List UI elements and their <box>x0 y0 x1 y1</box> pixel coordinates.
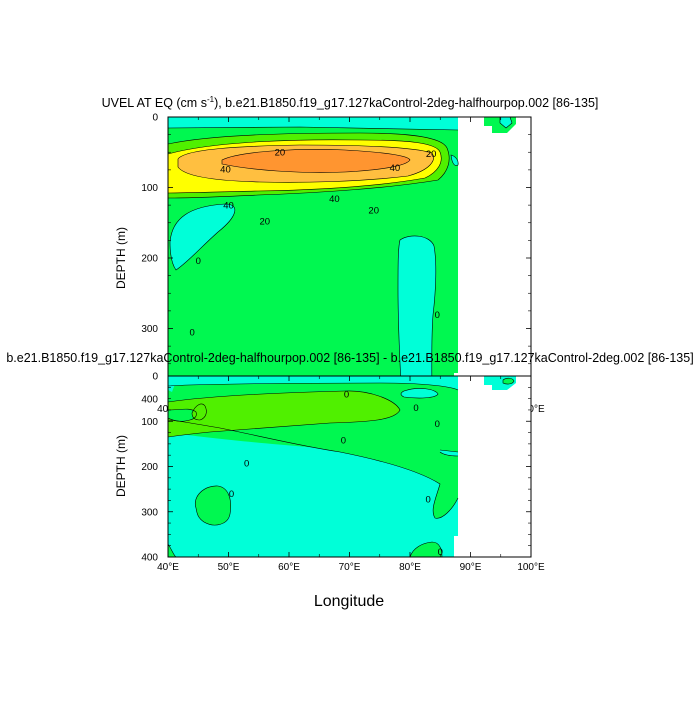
panel2-contour-labels: 0 0 0 0 0 0 0 0 <box>229 390 443 558</box>
panel1-contour-label: 20 <box>260 217 271 228</box>
panel2-contour-lines <box>168 377 515 557</box>
panel1-contour-label: 0 <box>190 327 195 338</box>
panel1-contour-labels: 20 20 40 40 40 40 20 20 0 0 0 <box>190 148 440 339</box>
panel1-y-tick-label: 400 <box>141 395 158 406</box>
panel2-x-tick-label: 50°E <box>218 562 240 573</box>
panel1-contour-label: 0 <box>196 256 201 267</box>
panel2-contour-fills <box>168 376 531 557</box>
panel2-contour-label: 0 <box>413 403 418 414</box>
panel2-contour-label: 0 <box>344 390 349 401</box>
panel2-contour-label: 0 <box>435 419 440 430</box>
panel1-contour-label: 40 <box>223 201 234 212</box>
panel2-y-tick-label: 200 <box>141 462 158 473</box>
panel2-x-tick-label: 60°E <box>278 562 300 573</box>
panel2-contour-label: 0 <box>341 436 346 447</box>
panel1-contour-label: 40 <box>329 194 340 205</box>
panel2-y-axis-label: DEPTH (m) <box>114 435 128 497</box>
panel1-contour-label: 40 <box>220 165 231 176</box>
panel2-contour-label: 0 <box>438 547 443 558</box>
panel1-title: UVEL AT EQ (cm s-1), b.e21.B1850.f19_g17… <box>102 95 599 110</box>
panel1-contour-fills <box>168 117 531 399</box>
panel1-contour-label: 40 <box>390 163 401 174</box>
panel2-y-tick-label: 400 <box>141 553 158 564</box>
panel1-contour-label: 20 <box>426 149 437 160</box>
panel1-y-tick-label: 200 <box>141 254 158 265</box>
panel1-contour-label: 20 <box>275 148 286 159</box>
panel2-x-tick-label: 70°E <box>339 562 361 573</box>
panel1-y-tick-label: 100 <box>141 183 158 194</box>
panel2-x-tick-label: 80°E <box>399 562 421 573</box>
panel1-contour-lines <box>168 117 513 399</box>
panel2-title: b.e21.B1850.f19_g17.127kaControl-2deg-ha… <box>6 351 693 365</box>
panel1-y-tick-label: 0 <box>152 113 158 124</box>
panel2-x-tick-label: 90°E <box>460 562 482 573</box>
panel1-contour-label: 0 <box>435 310 440 321</box>
panel2-x-tick-label: 100°E <box>517 562 545 573</box>
panel1-y-tick-label: 300 <box>141 324 158 335</box>
panel2-contour-label: 0 <box>426 494 431 505</box>
panel2-axes: 40°E 50°E 60°E 70°E 80°E 90°E 100°E 0 100 200 300 4… <box>141 372 545 574</box>
panel2-y-tick-label: 100 <box>141 417 158 428</box>
panel2-x-tick-label: 40°E <box>157 562 179 573</box>
panel2-y-tick-label: 0 <box>152 372 158 383</box>
panel1-contour-label: 20 <box>368 205 379 216</box>
panel1-y-axis-label: DEPTH (m) <box>114 227 128 289</box>
panel2-contour-label: 0 <box>229 489 234 500</box>
panel2-x-axis-label: Longitude <box>314 593 384 610</box>
panel2-y-tick-label: 300 <box>141 507 158 518</box>
panel2-contour-label: 0 <box>244 458 249 469</box>
